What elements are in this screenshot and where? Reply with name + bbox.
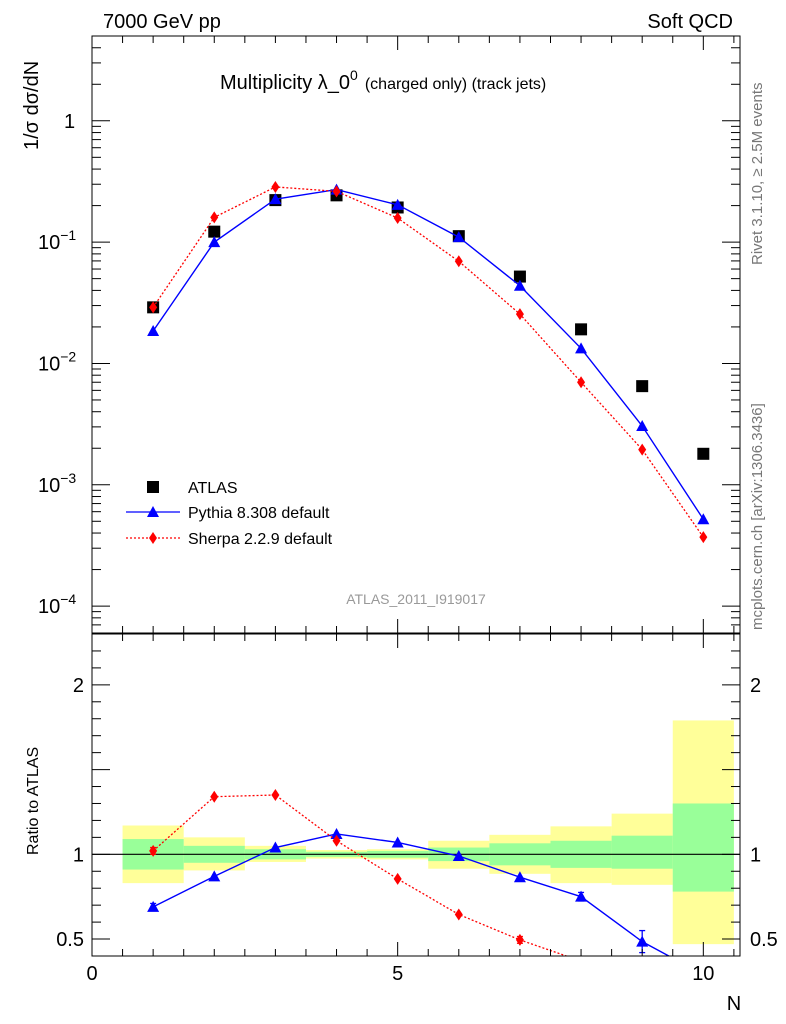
- sherpa-ratio-point: [580, 955, 582, 956]
- y-tick-label: 10−3: [38, 470, 76, 497]
- ratio-tick-label-right: 2: [750, 675, 761, 697]
- atlas-point: [636, 380, 649, 393]
- pythia-point: [452, 231, 465, 243]
- ratio-tick-label-right: 1: [750, 844, 761, 866]
- uncertainty-band-green: [611, 835, 673, 869]
- uncertainty-band-green: [672, 803, 734, 892]
- x-tick-label: 10: [692, 963, 714, 985]
- plot-title: Multiplicity λ_00 (charged only) (track j…: [220, 67, 546, 94]
- sherpa-ratio-point: [638, 967, 646, 979]
- legend-label-pythia: Pythia 8.308 default: [188, 505, 330, 522]
- y-tick-label: 10−4: [38, 591, 76, 618]
- pythia-point: [575, 342, 588, 354]
- atlas-point: [208, 225, 221, 238]
- ratio-plot-frame: [91, 633, 741, 957]
- atlas-point: [575, 323, 588, 336]
- legend-label-atlas: ATLAS: [188, 480, 238, 497]
- sherpa-point: [638, 443, 647, 456]
- sherpa-point: [577, 376, 586, 389]
- pythia-line: [152, 188, 704, 520]
- sherpa-ratio-point: [454, 908, 463, 921]
- pythia-ratio-point: [208, 870, 221, 882]
- pythia-ratio-point: [575, 890, 588, 902]
- sherpa-point: [393, 212, 402, 225]
- sherpa-point: [515, 308, 524, 321]
- pythia-point: [208, 236, 221, 248]
- y-axis-label: 1/σ dσ/dN: [21, 61, 43, 150]
- ratio-tick-label-left: 2: [73, 675, 84, 697]
- ratio-y-axis-label: Ratio to ATLAS: [25, 747, 42, 855]
- sherpa-point: [699, 531, 708, 544]
- plot-title-main: Multiplicity λ_0: [220, 72, 350, 94]
- pythia-point: [513, 279, 526, 291]
- legend: ATLAS Pythia 8.308 default Sherpa 2.2.9 de…: [126, 480, 333, 548]
- sherpa-point: [454, 255, 463, 268]
- pythia-ratio-point: [452, 850, 465, 862]
- main-plot-frame: [91, 35, 741, 634]
- legend-marker-sherpa: [149, 532, 157, 544]
- rivet-version: Rivet 3.1.10, ≥ 2.5M events: [749, 83, 766, 266]
- pythia-ratio-point: [269, 841, 282, 853]
- pythia-ratio-point: [513, 871, 526, 883]
- header-energy: 7000 GeV pp: [103, 11, 221, 33]
- y-tick-label: 1: [64, 111, 75, 133]
- legend-marker-atlas: [147, 481, 159, 493]
- pythia-ratio-point: [330, 827, 343, 839]
- sherpa-point: [149, 301, 158, 314]
- sherpa-ratio-line: [152, 794, 569, 956]
- atlas-point: [513, 270, 526, 283]
- ratio-tick-label-left: 0.5: [56, 929, 84, 951]
- x-tick-label: 0: [86, 963, 97, 985]
- header-process: Soft QCD: [647, 11, 733, 33]
- plot-title-small: (charged only) (track jets): [365, 76, 546, 93]
- pythia-point: [391, 198, 404, 210]
- x-tick-label: 5: [392, 963, 403, 985]
- plot-title-sup: 0: [350, 67, 358, 83]
- y-tick-label: 10−2: [38, 348, 76, 375]
- pythia-ratio-point: [636, 935, 649, 947]
- ratio-tick-label-right: 0.5: [750, 929, 778, 951]
- atlas-point: [697, 447, 710, 460]
- sherpa-ratio-point: [149, 844, 158, 857]
- main-plot-panel: 10−4 10−3 10−2 10−1 1: [38, 35, 741, 634]
- ratio-plot-panel: 0 5 10 0.5 0.5 1 1 2 2: [56, 633, 778, 985]
- analysis-watermark: ATLAS_2011_I919017: [346, 591, 486, 607]
- pythia-ratio-point: [147, 900, 160, 912]
- y-tick-label: 10−1: [38, 227, 76, 254]
- sherpa-line: [152, 186, 704, 538]
- sherpa-ratio-point: [271, 789, 280, 801]
- pythia-point: [697, 513, 710, 525]
- legend-marker-pythia: [147, 506, 159, 517]
- sherpa-ratio-point: [332, 834, 341, 847]
- legend-label-sherpa: Sherpa 2.2.9 default: [188, 531, 333, 548]
- ratio-tick-label-left: 1: [73, 844, 84, 866]
- pythia-point: [636, 420, 649, 432]
- sherpa-ratio-point: [393, 872, 402, 885]
- sherpa-point: [210, 211, 219, 224]
- mcplots-credit: mcplots.cern.ch [arXiv:1306.3436]: [749, 403, 766, 630]
- sherpa-point: [271, 180, 280, 193]
- sherpa-point: [332, 185, 341, 198]
- pythia-ratio-line: [152, 833, 671, 956]
- pythia-ratio-point: [391, 836, 404, 848]
- pythia-point: [269, 193, 282, 205]
- sherpa-ratio-point: [515, 933, 524, 946]
- x-axis-label: N: [727, 993, 741, 1015]
- sherpa-ratio-point: [210, 790, 219, 803]
- pythia-point: [147, 325, 160, 337]
